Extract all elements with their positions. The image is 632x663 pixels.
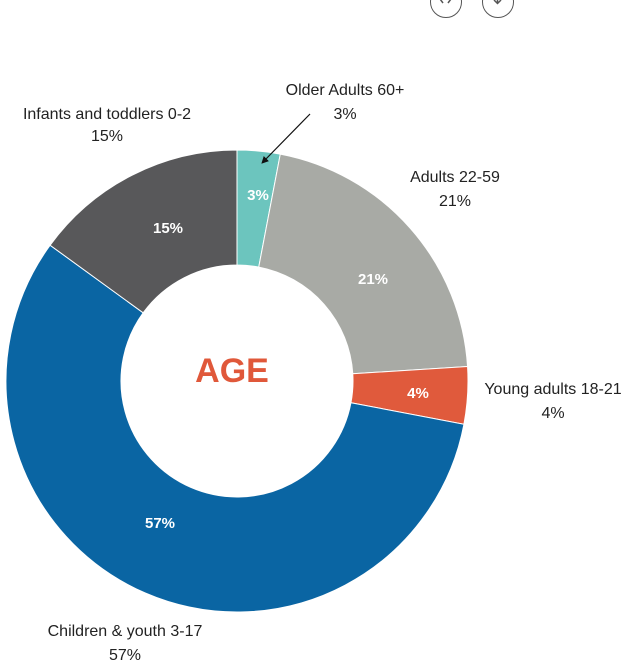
slice-label-adults: 21% bbox=[358, 271, 388, 288]
share-icon bbox=[439, 0, 452, 4]
chart-center-title: AGE bbox=[195, 352, 269, 390]
slice-label-older-adults: 3% bbox=[247, 187, 269, 204]
slice-label-children: 57% bbox=[145, 515, 175, 532]
slice-label-young-adults: 4% bbox=[407, 385, 429, 402]
outer-value-older-adults: 3% bbox=[333, 106, 356, 123]
outer-name-children: Children & youth 3-17 bbox=[48, 623, 203, 640]
outer-labels: Older Adults 60+ 3% Adults 22-59 21% You… bbox=[23, 82, 622, 663]
slices-layer bbox=[5, 149, 469, 613]
outer-value-children: 57% bbox=[109, 647, 141, 663]
download-icon bbox=[493, 0, 502, 5]
slice-label-infants: 15% bbox=[153, 220, 183, 237]
outer-value-young-adults: 4% bbox=[541, 405, 564, 422]
donut-slice-3 bbox=[5, 244, 465, 613]
donut-slice-4 bbox=[49, 149, 238, 314]
older-adults-leader-line bbox=[261, 113, 311, 164]
donut-slice-1 bbox=[258, 153, 469, 375]
outer-value-adults: 21% bbox=[439, 193, 471, 210]
outer-name-older-adults: Older Adults 60+ bbox=[286, 82, 405, 99]
outer-name-young-adults: Young adults 18-21 bbox=[484, 381, 621, 398]
outer-value-infants: 15% bbox=[91, 128, 123, 145]
inner-labels: 3% 21% 4% 57% 15% bbox=[145, 187, 429, 532]
outer-name-adults: Adults 22-59 bbox=[410, 169, 500, 186]
outer-name-infants: Infants and toddlers 0-2 bbox=[23, 106, 191, 123]
